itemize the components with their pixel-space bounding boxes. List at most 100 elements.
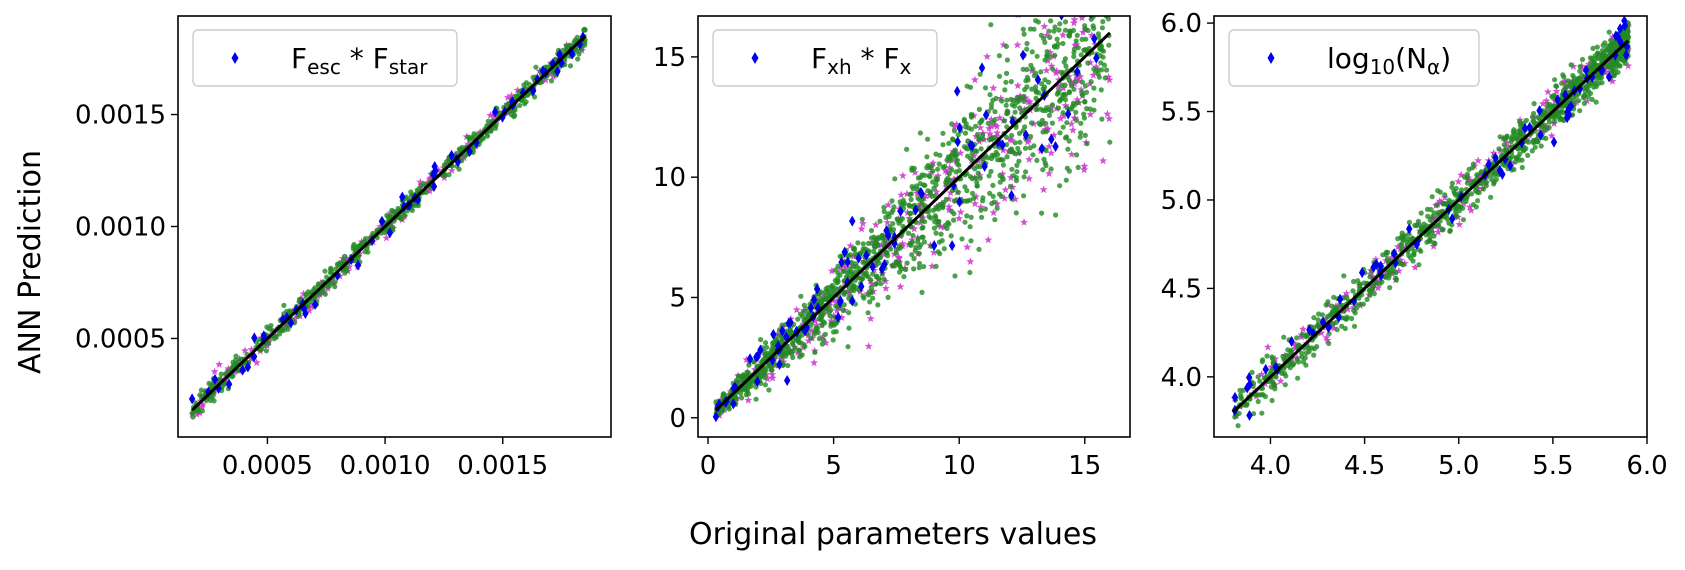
data-point-magenta bbox=[1299, 325, 1307, 333]
data-point-blue bbox=[746, 353, 754, 365]
data-point-blue bbox=[239, 364, 246, 376]
data-point-green bbox=[1612, 66, 1619, 72]
data-point-green bbox=[1078, 120, 1084, 126]
legend-label-part: * F bbox=[341, 42, 389, 75]
data-point-magenta bbox=[1077, 85, 1086, 94]
legend-label: Fesc * Fstar bbox=[291, 42, 428, 79]
data-point-green bbox=[1411, 252, 1417, 258]
legend-label-part: (N bbox=[1395, 42, 1427, 75]
data-point-blue bbox=[448, 149, 455, 161]
data-point-green bbox=[1271, 383, 1278, 389]
data-point-green bbox=[1387, 285, 1393, 291]
data-point-green bbox=[962, 130, 969, 136]
data-point-green bbox=[919, 172, 925, 178]
data-point-magenta bbox=[434, 166, 443, 174]
data-point-green bbox=[780, 361, 786, 368]
data-point-blue bbox=[1448, 213, 1456, 225]
identity-line bbox=[714, 31, 1111, 412]
data-point-magenta bbox=[1054, 75, 1063, 84]
data-point-green bbox=[988, 101, 995, 107]
data-point-green bbox=[1000, 162, 1007, 168]
data-point-green bbox=[939, 238, 945, 244]
data-point-magenta bbox=[945, 163, 954, 172]
data-point-green bbox=[846, 269, 852, 276]
data-point-green bbox=[1589, 96, 1595, 103]
data-point-green bbox=[1294, 335, 1300, 341]
data-point-green bbox=[1028, 133, 1034, 140]
data-point-blue bbox=[188, 393, 196, 405]
data-point-magenta bbox=[895, 254, 904, 262]
data-point-green bbox=[921, 264, 927, 270]
data-point-magenta bbox=[955, 214, 963, 222]
data-point-green bbox=[1075, 100, 1081, 106]
data-point-blue bbox=[1262, 363, 1269, 375]
data-point-magenta bbox=[1025, 155, 1034, 163]
data-point-green bbox=[892, 176, 898, 182]
data-point-magenta bbox=[792, 305, 801, 314]
data-point-green bbox=[1100, 0, 1105, 5]
data-point-green bbox=[1081, 115, 1087, 121]
data-point-green bbox=[1532, 144, 1538, 150]
data-point-green bbox=[1567, 83, 1573, 90]
data-point-green bbox=[1333, 319, 1339, 325]
data-point-green bbox=[1549, 93, 1555, 99]
data-point-green bbox=[909, 252, 915, 258]
data-point-green bbox=[846, 325, 852, 331]
data-point-green bbox=[816, 336, 823, 342]
y-tick-label: 6.0 bbox=[1161, 9, 1202, 39]
data-point-magenta bbox=[1387, 253, 1396, 262]
data-point-green bbox=[1036, 120, 1042, 126]
data-point-magenta bbox=[541, 76, 550, 84]
data-point-magenta bbox=[921, 191, 930, 199]
legend-label-subscript: esc bbox=[307, 55, 341, 79]
data-point-green bbox=[1545, 101, 1551, 107]
data-point-blue bbox=[999, 139, 1006, 151]
data-point-magenta bbox=[996, 94, 1005, 102]
data-point-green bbox=[1281, 334, 1287, 340]
data-point-green bbox=[919, 225, 925, 231]
data-point-magenta bbox=[1523, 135, 1531, 144]
data-point-magenta bbox=[999, 40, 1008, 49]
data-point-blue bbox=[954, 136, 961, 148]
data-point-green bbox=[1530, 118, 1536, 124]
data-point-green bbox=[924, 154, 930, 160]
data-point-green bbox=[1323, 302, 1329, 308]
data-point-green bbox=[962, 184, 968, 190]
data-point-green bbox=[1595, 72, 1602, 78]
data-point-green bbox=[1605, 43, 1611, 49]
data-point-magenta bbox=[983, 52, 992, 60]
data-point-green bbox=[1415, 218, 1421, 224]
data-point-magenta bbox=[910, 168, 919, 176]
data-point-green bbox=[1592, 53, 1598, 59]
data-point-green bbox=[792, 345, 798, 351]
data-point-green bbox=[907, 203, 913, 209]
data-point-blue bbox=[1392, 257, 1399, 269]
data-point-blue bbox=[855, 252, 862, 264]
data-point-green bbox=[1057, 130, 1063, 136]
x-tick-label: 0.0010 bbox=[340, 451, 431, 481]
data-point-green bbox=[305, 289, 311, 295]
data-point-magenta bbox=[1394, 242, 1402, 251]
data-point-green bbox=[868, 284, 874, 291]
data-point-green bbox=[1009, 166, 1015, 172]
data-point-green bbox=[1249, 369, 1255, 375]
data-point-green bbox=[808, 335, 814, 341]
data-point-green bbox=[1299, 350, 1305, 356]
data-point-green bbox=[1590, 45, 1596, 52]
data-point-magenta bbox=[827, 316, 836, 325]
data-point-blue bbox=[844, 256, 851, 268]
data-point-green bbox=[911, 266, 917, 272]
data-point-magenta bbox=[1263, 343, 1272, 351]
data-point-green bbox=[964, 213, 970, 219]
data-point-green bbox=[1003, 43, 1010, 50]
x-tick-label: 5.0 bbox=[1438, 451, 1479, 481]
data-point-green bbox=[1008, 79, 1014, 85]
data-point-green bbox=[488, 128, 494, 134]
data-point-magenta bbox=[1076, 72, 1085, 81]
data-point-green bbox=[947, 178, 953, 184]
data-point-blue bbox=[1492, 152, 1499, 164]
data-point-green bbox=[875, 242, 881, 248]
data-point-green bbox=[1106, 42, 1112, 48]
data-point-green bbox=[1309, 345, 1315, 351]
data-point-green bbox=[964, 83, 970, 89]
